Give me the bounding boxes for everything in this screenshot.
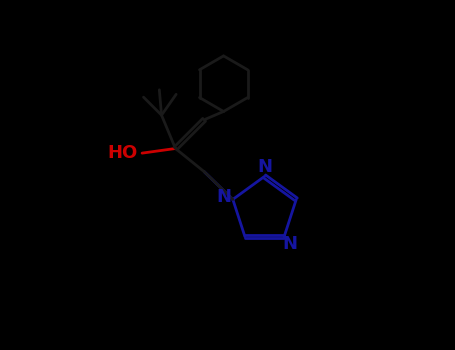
Text: N: N [217,188,232,205]
Text: N: N [257,158,272,176]
Text: N: N [282,235,297,253]
Text: HO: HO [107,144,137,162]
